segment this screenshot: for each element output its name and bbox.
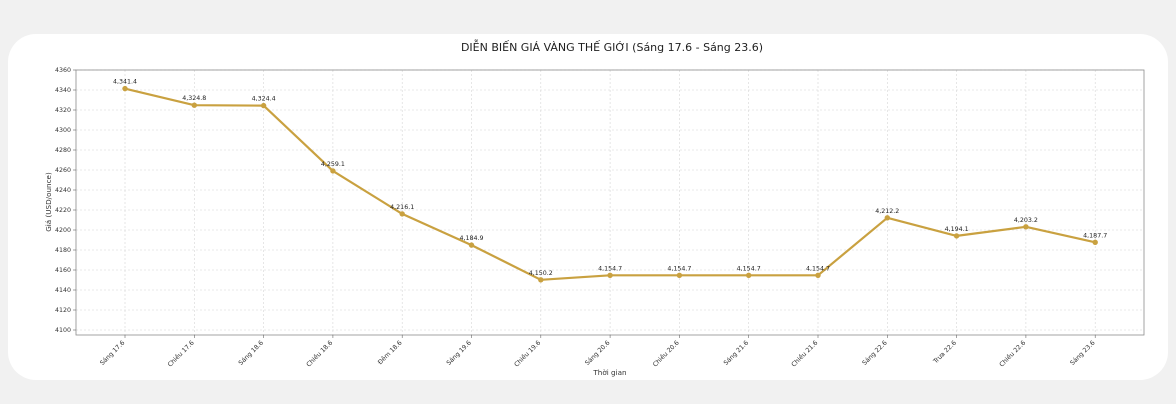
x-tick-label: Chiều 17.6 [166,339,196,369]
data-point [676,272,683,278]
data-point [538,277,544,283]
y-tick-label: 4240 [55,187,71,194]
data-label: 4,212.2 [875,208,899,215]
y-tick-label: 4200 [55,227,71,234]
data-label: 4,341.4 [113,79,137,86]
y-tick-label: 4100 [55,327,71,334]
data-label: 4,154.7 [667,265,691,272]
data-point [1092,239,1098,245]
y-axis-ticks: 4100 4120 4140 4160 4180 4200 4220 4240 4260 4280… [55,67,76,334]
data-point [399,211,405,217]
data-point [815,272,821,278]
data-point [953,233,960,239]
y-tick-label: 4160 [55,267,71,274]
data-point [746,272,752,278]
x-tick-label: Sáng 18.6 [237,339,265,367]
data-point [1023,224,1029,230]
data-point [884,215,890,221]
x-tick-label: Sáng 21.6 [722,339,750,367]
x-tick-label: Trưa 22.6 [932,339,958,365]
y-tick-label: 4340 [55,87,71,94]
data-labels: 4,341.4 4,324.8 4,324.4 4,259.1 4,216.1 4,184… [113,79,1107,277]
x-axis-ticks: Sáng 17.6 Chiều 17.6 Sáng 18.6 Chiều 18.6 Đê… [98,335,1097,369]
y-tick-label: 4360 [55,67,71,74]
y-tick-label: 4120 [55,307,71,314]
x-tick-label: Đêm 18.6 [376,339,404,367]
data-label: 4,150.2 [529,270,553,277]
x-tick-label: Chiều 21.6 [790,339,820,369]
y-tick-label: 4180 [55,247,71,254]
data-label: 4,187.7 [1083,232,1107,239]
data-point [191,102,197,108]
grid-lines [76,69,1144,335]
y-axis-label: Giá (USD/ounce) [44,172,53,232]
data-point [260,102,267,109]
x-axis-label: Thời gian [592,368,626,377]
x-tick-label: Chiều 20.6 [651,339,681,369]
data-point [468,242,475,248]
data-label: 4,194.1 [945,226,969,233]
data-label: 4,259.1 [321,161,345,168]
data-point [330,168,336,174]
data-points [122,85,1098,283]
data-point [122,85,128,92]
data-point [607,272,613,278]
y-tick-label: 4220 [55,207,71,214]
data-label: 4,203.2 [1014,217,1038,224]
x-tick-label: Chiều 18.6 [305,339,335,369]
data-label: 4,216.1 [390,204,414,211]
chart-card [8,34,1168,380]
x-tick-label: Sáng 22.6 [861,339,889,367]
data-label: 4,184.9 [459,235,483,242]
x-tick-label: Sáng 23.6 [1068,339,1096,367]
chart-title: DIỄN BIẾN GIÁ VÀNG THẾ GIỚI (Sáng 17.6 -… [461,39,763,54]
x-tick-label: Sáng 19.6 [445,339,473,367]
x-tick-label: Chiều 19.6 [512,339,542,369]
data-label: 4,324.8 [182,95,206,102]
y-tick-label: 4300 [55,127,71,134]
x-tick-label: Sáng 20.6 [583,339,611,367]
x-tick-label: Sáng 17.6 [98,339,126,367]
x-tick-label: Chiều 22.6 [998,339,1028,369]
data-label: 4,324.4 [252,96,276,103]
data-label: 4,154.7 [737,265,761,272]
y-tick-label: 4320 [55,107,71,114]
y-tick-label: 4260 [55,167,71,174]
y-tick-label: 4280 [55,147,71,154]
y-tick-label: 4140 [55,287,71,294]
data-label: 4,154.7 [806,265,830,272]
data-label: 4,154.7 [598,265,622,272]
